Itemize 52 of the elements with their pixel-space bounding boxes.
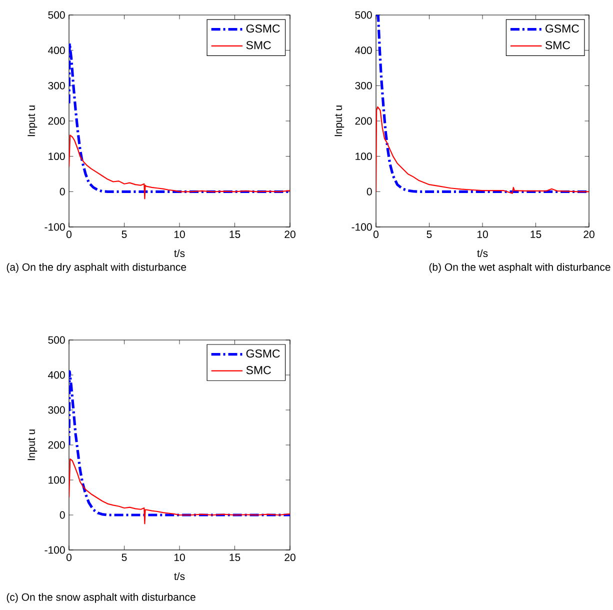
y-tick-label: 0 [60,511,65,519]
y-tick-label: 100 [48,476,65,484]
text: (c) On the snow asphalt with disturbance [6,593,196,603]
x-axis-title: t/s [174,572,185,580]
y-tick-label: 400 [48,46,65,54]
y-tick-label: 400 [355,46,372,54]
legend-label: SMC [246,41,271,50]
y-tick-label: 100 [48,152,65,160]
y-tick-label: 200 [355,117,372,125]
y-tick-label: 0 [366,188,372,196]
y-tick-label: -100 [352,223,372,231]
y-tick-label: 300 [48,406,65,414]
y-tick-label: -100 [44,223,65,231]
x-tick-label: 15 [530,230,542,238]
y-tick-label: 300 [48,82,65,90]
y-tick-label: 500 [355,11,372,19]
x-tick-label: 20 [284,230,296,238]
y-tick-label: 100 [356,152,372,160]
x-axis-title: t/s [174,249,185,258]
x-tick-label: 15 [230,230,240,238]
y-tick-label: 500 [48,336,65,344]
x-tick-label: 20 [284,554,296,562]
y-tick-label: 200 [48,117,65,125]
x-tick-label: 15 [230,554,240,562]
y-axis-title: Input u [28,106,38,136]
y-axis-title: Input u [334,106,344,136]
legend-label: GSMC [246,349,280,358]
legend-label: SMC [246,366,271,374]
x-axis-title: t/s [477,249,488,258]
legend-label: SMC [545,41,570,50]
text: (a) On the dry asphalt with disturbance [6,263,186,273]
x-tick-label: 10 [174,230,185,238]
legend-label: GSMC [546,24,580,33]
y-tick-label: 300 [355,82,372,90]
y-tick-label: 0 [60,188,65,196]
x-tick-label: 10 [174,554,185,562]
x-tick-label: 0 [373,230,379,238]
y-tick-label: 200 [48,441,65,449]
text: (b) On the wet asphalt with disturbance [429,263,610,273]
x-tick-label: 5 [122,230,127,238]
line-series [69,134,290,200]
y-tick-label: 500 [48,11,65,19]
legend-label: GSMC [246,24,280,33]
y-axis-title: Input u [28,430,38,460]
x-tick-label: 0 [66,554,72,562]
y-tick-label: 400 [48,371,65,379]
x-tick-label: 5 [426,230,432,238]
x-tick-label: 0 [66,230,72,238]
x-tick-label: 10 [477,230,488,238]
y-tick-label: -100 [44,546,65,554]
x-tick-label: 20 [584,230,594,238]
x-tick-label: 5 [122,554,127,562]
